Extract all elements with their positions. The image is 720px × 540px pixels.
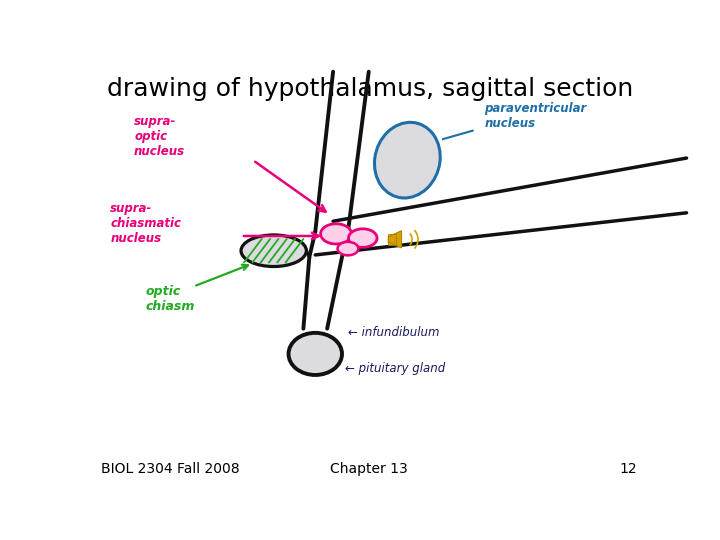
- Ellipse shape: [338, 242, 359, 255]
- Text: ← pituitary gland: ← pituitary gland: [345, 362, 445, 375]
- Text: Chapter 13: Chapter 13: [330, 462, 408, 476]
- Ellipse shape: [348, 229, 377, 247]
- Text: drawing of hypothalamus, sagittal section: drawing of hypothalamus, sagittal sectio…: [107, 77, 633, 102]
- Text: supra-
chiasmatic
nucleus: supra- chiasmatic nucleus: [110, 202, 181, 245]
- Text: ← infundibulum: ← infundibulum: [348, 326, 439, 339]
- Ellipse shape: [374, 123, 440, 198]
- Text: optic
chiasm: optic chiasm: [146, 285, 195, 313]
- Text: supra-
optic
nucleus: supra- optic nucleus: [134, 116, 185, 159]
- Ellipse shape: [289, 333, 342, 375]
- Text: BIOL 2304 Fall 2008: BIOL 2304 Fall 2008: [101, 462, 240, 476]
- Ellipse shape: [320, 224, 351, 244]
- Text: 12: 12: [619, 462, 637, 476]
- Ellipse shape: [241, 235, 307, 267]
- FancyBboxPatch shape: [388, 234, 396, 245]
- Text: paraventricular
nucleus: paraventricular nucleus: [485, 102, 587, 130]
- Polygon shape: [388, 231, 402, 248]
